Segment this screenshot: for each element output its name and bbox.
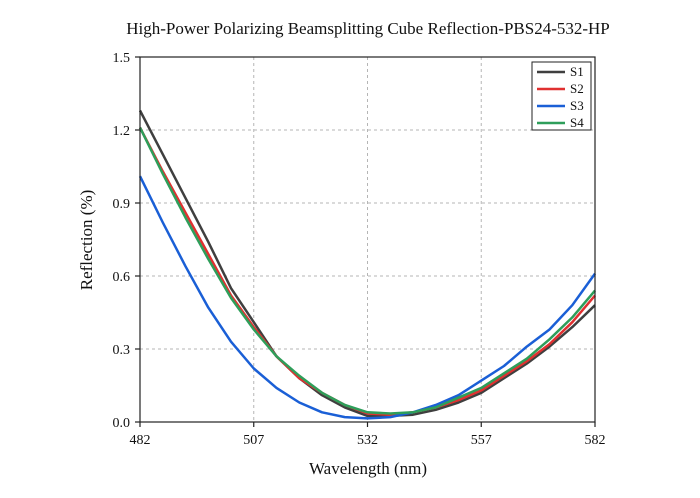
- legend-label-s3: S3: [570, 98, 584, 113]
- series-line-s4: [138, 127, 596, 415]
- x-tick-label: 557: [471, 433, 492, 448]
- legend-label-s2: S2: [570, 81, 584, 96]
- y-axis-label: Reflection (%): [77, 190, 96, 291]
- legend-label-s4: S4: [570, 115, 584, 130]
- x-tick-label: 507: [243, 433, 264, 448]
- chart-title: High-Power Polarizing Beamsplitting Cube…: [126, 19, 610, 38]
- y-tick-label: 0.3: [113, 343, 131, 358]
- y-tick-label: 1.2: [113, 124, 131, 139]
- legend-box: [531, 61, 592, 131]
- x-tick-label: 532: [357, 433, 378, 448]
- x-tick-label: 482: [130, 433, 151, 448]
- series-line-s3: [138, 175, 597, 420]
- legend-label-s1: S1: [570, 64, 584, 79]
- grid-lines: [140, 57, 595, 422]
- y-tick-label: 1.5: [113, 51, 131, 66]
- y-tick-label: 0.9: [113, 197, 131, 212]
- series-lines: [138, 109, 597, 420]
- x-tick-label: 582: [585, 433, 606, 448]
- series-line-s1: [138, 109, 596, 418]
- y-tick-label: 0.0: [113, 416, 131, 431]
- x-axis-label: Wavelength (nm): [309, 459, 427, 478]
- y-tick-label: 0.6: [113, 270, 131, 285]
- legend: S1 S2 S3 S4: [531, 61, 592, 131]
- axis-ticks: 482 507 532 557 582 0.0 0.3 0.6 0.9 1.2 1.5: [113, 51, 606, 448]
